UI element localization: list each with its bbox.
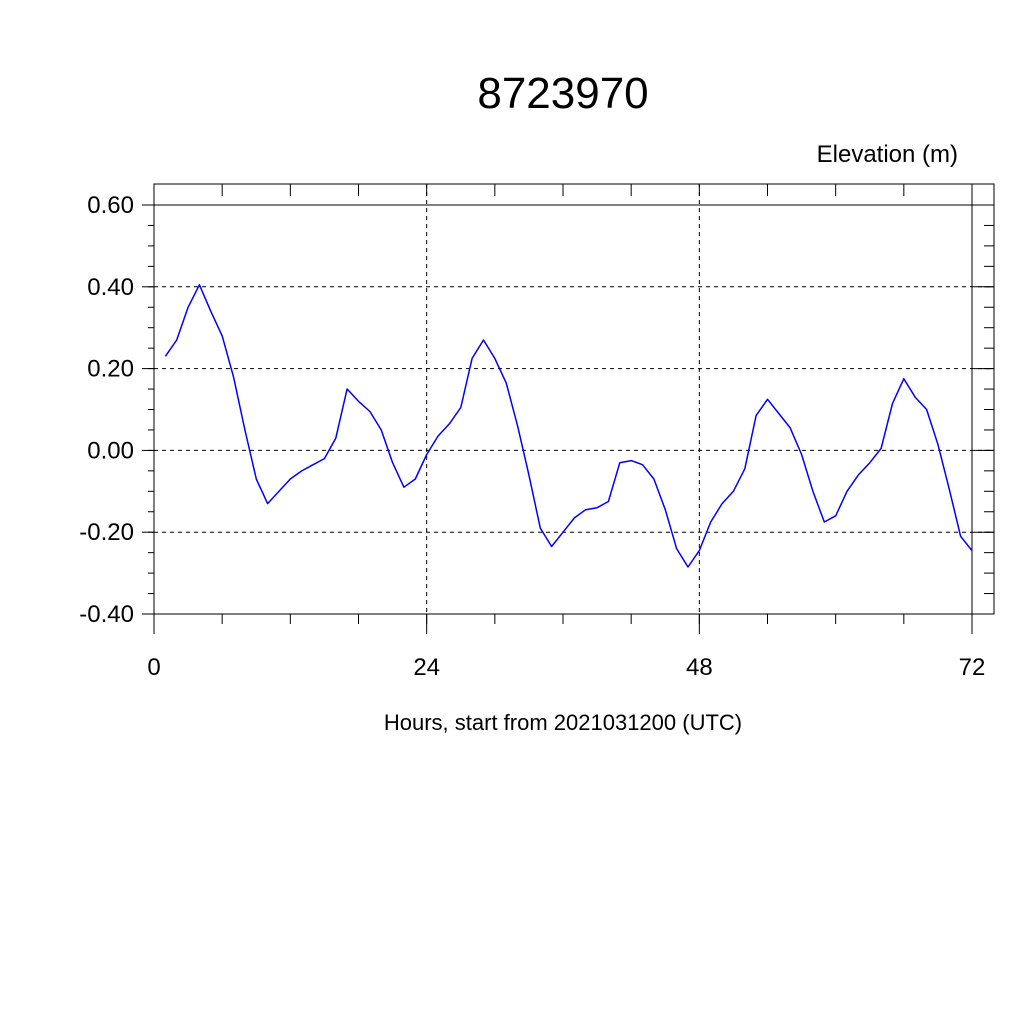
plot-frame — [153, 183, 995, 615]
y-tick-label: -0.20 — [79, 519, 134, 546]
y-tick-label: 0.20 — [87, 356, 134, 383]
elevation-series-line — [164, 284, 973, 568]
x-tick-label: 48 — [686, 654, 713, 681]
y-tick-label: 0.60 — [87, 192, 134, 219]
x-axis-label: Hours, start from 2021031200 (UTC) — [384, 710, 742, 735]
x-tick-label: 72 — [959, 654, 986, 681]
x-tick-label: 0 — [147, 654, 160, 681]
y-tick-label: 0.40 — [87, 274, 134, 301]
chart-title: 8723970 — [477, 69, 648, 118]
x-tick-label: 24 — [413, 654, 440, 681]
y-tick-label: 0.00 — [87, 437, 134, 464]
y-axis-label: Elevation (m) — [817, 141, 958, 168]
tick-labels: -0.40 -0.20 0.00 0.20 0.40 0.60 0 24 48 72 — [79, 192, 985, 681]
y-tick-label: -0.40 — [79, 601, 134, 628]
series-layer — [164, 284, 973, 568]
